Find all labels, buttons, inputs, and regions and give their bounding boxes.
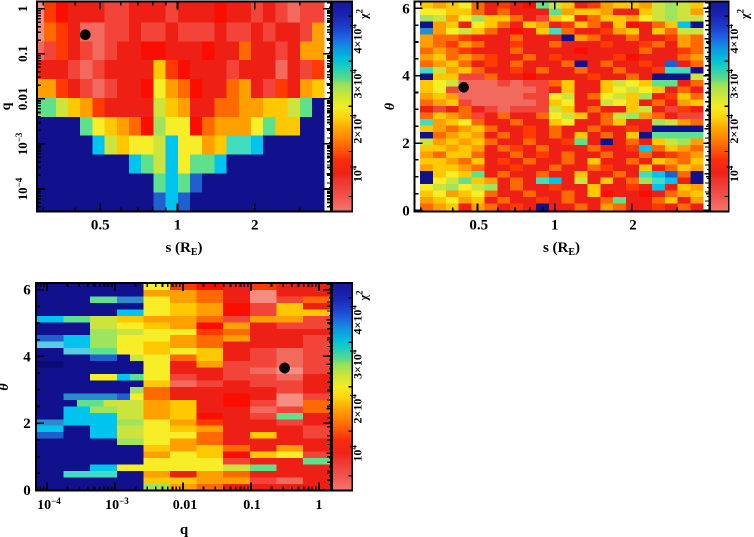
svg-text:2: 2	[23, 416, 31, 432]
svg-text:4: 4	[402, 69, 410, 85]
svg-text:0: 0	[402, 204, 410, 220]
svg-text:0: 0	[23, 483, 31, 499]
svg-text:4: 4	[23, 349, 31, 365]
svg-text:q: q	[0, 102, 14, 110]
svg-text:0.01: 0.01	[173, 498, 198, 513]
svg-text:θ: θ	[0, 383, 12, 391]
svg-text:0.01: 0.01	[15, 88, 30, 111]
svg-text:1: 1	[316, 498, 323, 513]
svg-text:χ2: χ2	[355, 8, 371, 20]
svg-text:1: 1	[551, 218, 559, 234]
svg-text:0.1: 0.1	[243, 498, 261, 513]
svg-text:6: 6	[402, 1, 410, 17]
svg-text:0.1: 0.1	[15, 46, 30, 62]
svg-text:0.5: 0.5	[469, 218, 488, 234]
svg-text:q: q	[180, 522, 189, 537]
svg-text:θ: θ	[383, 102, 398, 110]
svg-text:χ2: χ2	[355, 290, 371, 302]
svg-text:0.5: 0.5	[91, 218, 110, 234]
svg-text:s (RE): s (RE)	[165, 240, 202, 258]
svg-text:1: 1	[15, 6, 30, 13]
svg-text:1: 1	[174, 218, 182, 234]
svg-text:s (RE): s (RE)	[543, 240, 580, 258]
svg-text:2: 2	[251, 218, 259, 234]
svg-text:χ2: χ2	[736, 8, 752, 20]
svg-text:2: 2	[402, 136, 410, 152]
svg-text:2: 2	[629, 218, 637, 234]
svg-text:6: 6	[23, 283, 31, 299]
